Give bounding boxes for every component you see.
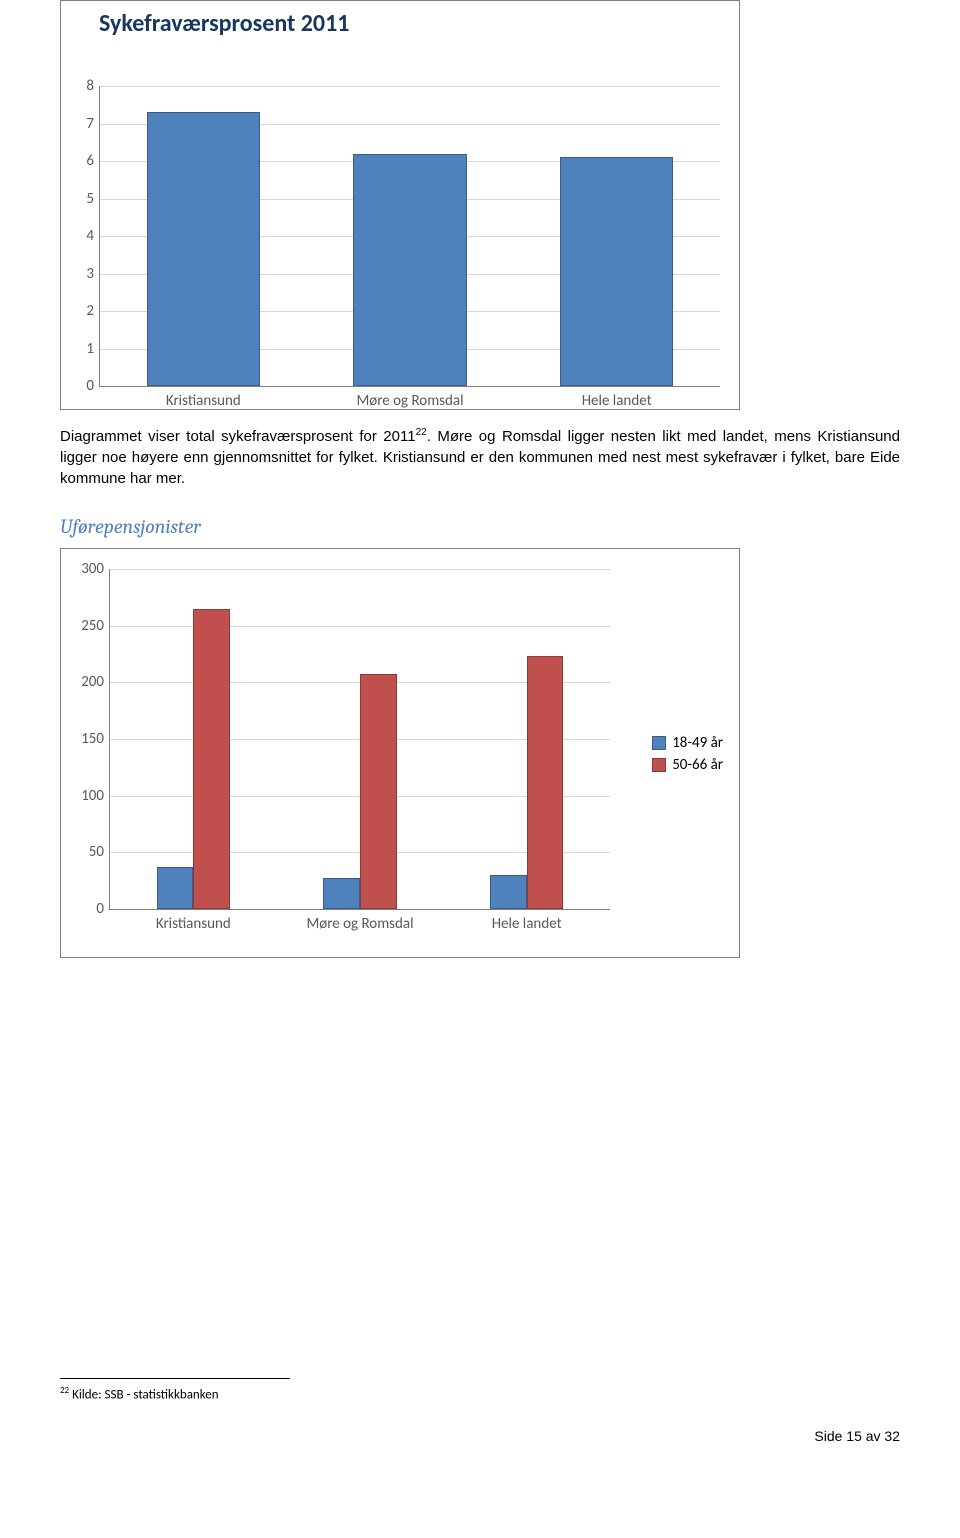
chart-sykefravaer: Sykefraværsprosent 2011 012345678Kristia…	[60, 0, 740, 410]
chart-ytick: 3	[86, 265, 100, 283]
chart-bar	[360, 674, 397, 909]
chart-ytick: 250	[81, 617, 110, 635]
chart-gridline	[100, 86, 720, 87]
chart-ytick: 7	[86, 115, 100, 133]
footnote: 22 Kilde: SSB - statistikkbanken	[60, 1385, 900, 1402]
legend-label: 18-49 år	[672, 734, 723, 752]
legend-swatch	[652, 736, 666, 750]
chart-uforepensjonister: 0 50 100 150 200 250 300 Kristiansund Møre og Ro…	[60, 548, 740, 958]
chart-xtick: Hele landet	[492, 909, 562, 933]
chart-xtick: Kristiansund	[166, 386, 241, 410]
chart-ytick: 100	[81, 787, 110, 805]
legend-item: 18-49 år	[652, 734, 723, 752]
chart-ytick: 5	[86, 190, 100, 208]
chart-xtick: Møre og Romsdal	[306, 909, 413, 933]
chart-ytick: 6	[86, 152, 100, 170]
chart-xtick: Møre og Romsdal	[356, 386, 463, 410]
chart-ytick: 150	[81, 730, 110, 748]
legend-swatch	[652, 758, 666, 772]
chart-ytick: 4	[86, 227, 100, 245]
chart-bar	[560, 157, 674, 386]
chart-ytick: 300	[81, 560, 110, 578]
chart-bar	[193, 609, 230, 909]
chart-plot-area: 050100150200250300KristiansundMøre og Ro…	[109, 569, 610, 910]
chart-ytick: 2	[86, 302, 100, 320]
footnote-number: 22	[60, 1385, 69, 1396]
chart-ytick: 0	[86, 377, 100, 395]
chart-ytick: 0	[96, 900, 110, 918]
chart-bar	[353, 154, 467, 387]
chart-bar	[157, 867, 194, 909]
legend-label: 50-66 år	[672, 756, 723, 774]
chart-ytick: 50	[89, 843, 110, 861]
chart-ytick: 8	[86, 77, 100, 95]
chart-xtick: Hele landet	[582, 386, 652, 410]
chart-gridline	[110, 626, 610, 627]
chart-ytick: 1	[86, 340, 100, 358]
chart-title: Sykefraværsprosent 2011	[61, 1, 739, 38]
page-footer: Side 15 av 32	[60, 1428, 900, 1444]
section-heading: Uførepensjonister	[60, 515, 900, 538]
legend-item: 50-66 år	[652, 756, 723, 774]
chart-bar	[490, 875, 527, 909]
chart-bar	[323, 878, 360, 909]
chart-gridline	[110, 569, 610, 570]
chart-plot-area: 012345678KristiansundMøre og RomsdalHele…	[99, 86, 720, 387]
footnote-text: Kilde: SSB - statistikkbanken	[69, 1387, 218, 1402]
footnote-divider	[60, 1378, 290, 1379]
chart-bar	[147, 112, 261, 386]
chart-ytick: 200	[81, 673, 110, 691]
chart-xtick: Kristiansund	[156, 909, 231, 933]
chart-legend: 18-49 år 50-66 år	[652, 730, 723, 778]
chart-bar	[527, 656, 564, 909]
